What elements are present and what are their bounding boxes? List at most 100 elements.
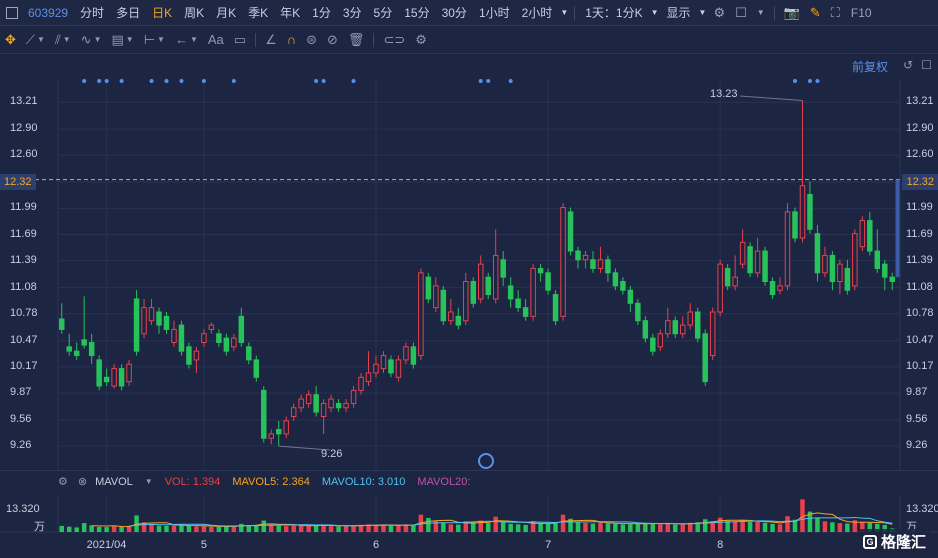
volume-bar bbox=[605, 523, 611, 532]
volume-bar bbox=[643, 522, 648, 532]
volume-bar bbox=[560, 514, 566, 532]
indicator-name[interactable]: MAVOL bbox=[95, 475, 133, 488]
candle-body bbox=[620, 281, 626, 291]
candle-body bbox=[642, 320, 649, 339]
volume-bar bbox=[575, 522, 581, 532]
volume-bar bbox=[246, 525, 252, 532]
tab-1min[interactable]: 1分 bbox=[312, 6, 331, 20]
tab-1hour[interactable]: 1小时 bbox=[478, 6, 510, 20]
tab-5min[interactable]: 5分 bbox=[373, 6, 393, 20]
blank-square-icon[interactable]: ☐ bbox=[921, 58, 932, 72]
candle-body bbox=[410, 346, 417, 365]
chevron-down-icon[interactable]: ▼ bbox=[756, 8, 765, 17]
event-dot bbox=[314, 79, 319, 83]
gear-icon[interactable]: ⚙ bbox=[713, 4, 726, 20]
magnet-icon[interactable]: ∩ bbox=[286, 32, 297, 47]
low-label: 9.26 bbox=[321, 448, 343, 460]
date-tick-label: 6 bbox=[372, 539, 380, 551]
volume-bar bbox=[553, 523, 558, 532]
volume-bar bbox=[680, 523, 686, 532]
candle-body bbox=[156, 311, 162, 326]
candle-body bbox=[253, 359, 260, 378]
tab-3min[interactable]: 3分 bbox=[342, 6, 362, 20]
chevron-down-icon[interactable]: ▼ bbox=[144, 477, 153, 486]
candle-body bbox=[455, 315, 462, 326]
settings-icon[interactable]: ⚙ bbox=[415, 31, 427, 47]
tab-jik[interactable]: 季K bbox=[248, 6, 269, 20]
chevron-down-icon[interactable]: ▼ bbox=[698, 8, 707, 17]
volume-bar bbox=[298, 525, 304, 532]
fib-tool-icon[interactable]: ▤ ▼ bbox=[111, 31, 134, 47]
pencil-icon[interactable]: ✎ bbox=[809, 4, 821, 20]
interval-select[interactable]: 1天：1分K bbox=[585, 6, 643, 20]
camera-icon[interactable]: 📷 bbox=[783, 4, 800, 20]
candle-body bbox=[208, 324, 215, 330]
tab-niank[interactable]: 年K bbox=[280, 6, 301, 20]
wave-tool-icon[interactable]: ∿ ▼ bbox=[80, 31, 102, 47]
volume-bar bbox=[141, 522, 147, 532]
undo-icon[interactable]: ↺ bbox=[903, 58, 914, 72]
candle-body bbox=[111, 368, 117, 387]
volume-bar bbox=[687, 522, 693, 532]
link-icon[interactable]: ⊂⊃ bbox=[383, 31, 406, 47]
window-toggle-icon[interactable] bbox=[6, 6, 18, 19]
target-icon[interactable] bbox=[478, 453, 494, 469]
tab-yuek[interactable]: 月K bbox=[216, 6, 237, 20]
line-tool-icon[interactable]: ⟋ ▼ bbox=[25, 31, 45, 47]
volume-bar bbox=[313, 525, 319, 532]
volume-bar bbox=[373, 525, 379, 532]
volume-bar bbox=[134, 515, 139, 532]
lock-drawing-icon[interactable]: ⊜ bbox=[306, 31, 317, 47]
candle-body bbox=[859, 220, 866, 248]
checkbox-icon[interactable]: ☐ bbox=[735, 4, 747, 20]
channel-tool-icon[interactable]: ⫽ ▼ bbox=[54, 31, 71, 47]
tab-zhouk[interactable]: 周K bbox=[184, 6, 205, 20]
stock-code[interactable]: 603929 bbox=[28, 5, 69, 20]
trash-icon[interactable]: 🗑 bbox=[347, 31, 365, 47]
display-menu[interactable]: 显示 bbox=[666, 6, 691, 20]
volume-bar bbox=[358, 524, 364, 532]
adjust-mode-button[interactable]: 前复权 bbox=[851, 60, 888, 74]
f10-button[interactable]: F10 bbox=[850, 5, 872, 20]
volume-bar bbox=[777, 524, 783, 532]
tab-2hour[interactable]: 2小时 bbox=[521, 6, 553, 20]
crosshair-icon[interactable]: ✥ bbox=[5, 31, 16, 47]
text-tool-icon[interactable]: Aa bbox=[207, 32, 224, 47]
event-dot bbox=[508, 79, 513, 83]
candle-body bbox=[373, 363, 379, 374]
volume-bar bbox=[620, 524, 626, 532]
volume-bar bbox=[441, 523, 446, 532]
candle-body bbox=[171, 328, 177, 343]
tab-30min[interactable]: 30分 bbox=[441, 6, 467, 20]
tab-fenshi[interactable]: 分时 bbox=[80, 6, 105, 20]
gear-icon[interactable]: ⚙ bbox=[58, 476, 68, 488]
range-tool-icon[interactable]: ⊢ ▼ bbox=[143, 31, 165, 47]
candle-body bbox=[433, 285, 439, 309]
candle-body bbox=[201, 333, 207, 343]
tab-rik[interactable]: 日K bbox=[152, 6, 173, 20]
date-tick-label: 8 bbox=[717, 539, 724, 551]
comment-icon[interactable]: ▭ bbox=[233, 31, 247, 47]
candle-body bbox=[724, 267, 731, 287]
ruler-icon[interactable]: ∠ bbox=[265, 31, 277, 47]
close-icon[interactable]: ⊗ bbox=[77, 476, 88, 488]
volume-bar bbox=[81, 523, 87, 532]
candle-body bbox=[305, 394, 312, 404]
event-dot bbox=[321, 79, 326, 83]
candle-body bbox=[784, 211, 791, 287]
chevron-down-icon[interactable]: ▼ bbox=[650, 8, 659, 17]
event-dot bbox=[201, 79, 206, 83]
fullscreen-icon[interactable]: ⛶ bbox=[830, 4, 840, 20]
candle-body bbox=[126, 363, 132, 383]
candle-body bbox=[283, 420, 289, 435]
hide-drawing-icon[interactable]: ⊘ bbox=[327, 31, 338, 47]
chevron-down-icon[interactable]: ▼ bbox=[560, 8, 569, 17]
vol-axis-top-left: 13.320 bbox=[6, 503, 40, 515]
price-tick-label-left: 11.39 bbox=[10, 253, 37, 266]
tab-duori[interactable]: 多日 bbox=[116, 6, 141, 20]
arrow-tool-icon[interactable]: ← ▼ bbox=[174, 32, 198, 47]
price-tick-label-right: 10.17 bbox=[906, 359, 934, 372]
tab-15min[interactable]: 15分 bbox=[404, 6, 430, 20]
vol-axis-top-right: 13.320 bbox=[906, 503, 938, 515]
